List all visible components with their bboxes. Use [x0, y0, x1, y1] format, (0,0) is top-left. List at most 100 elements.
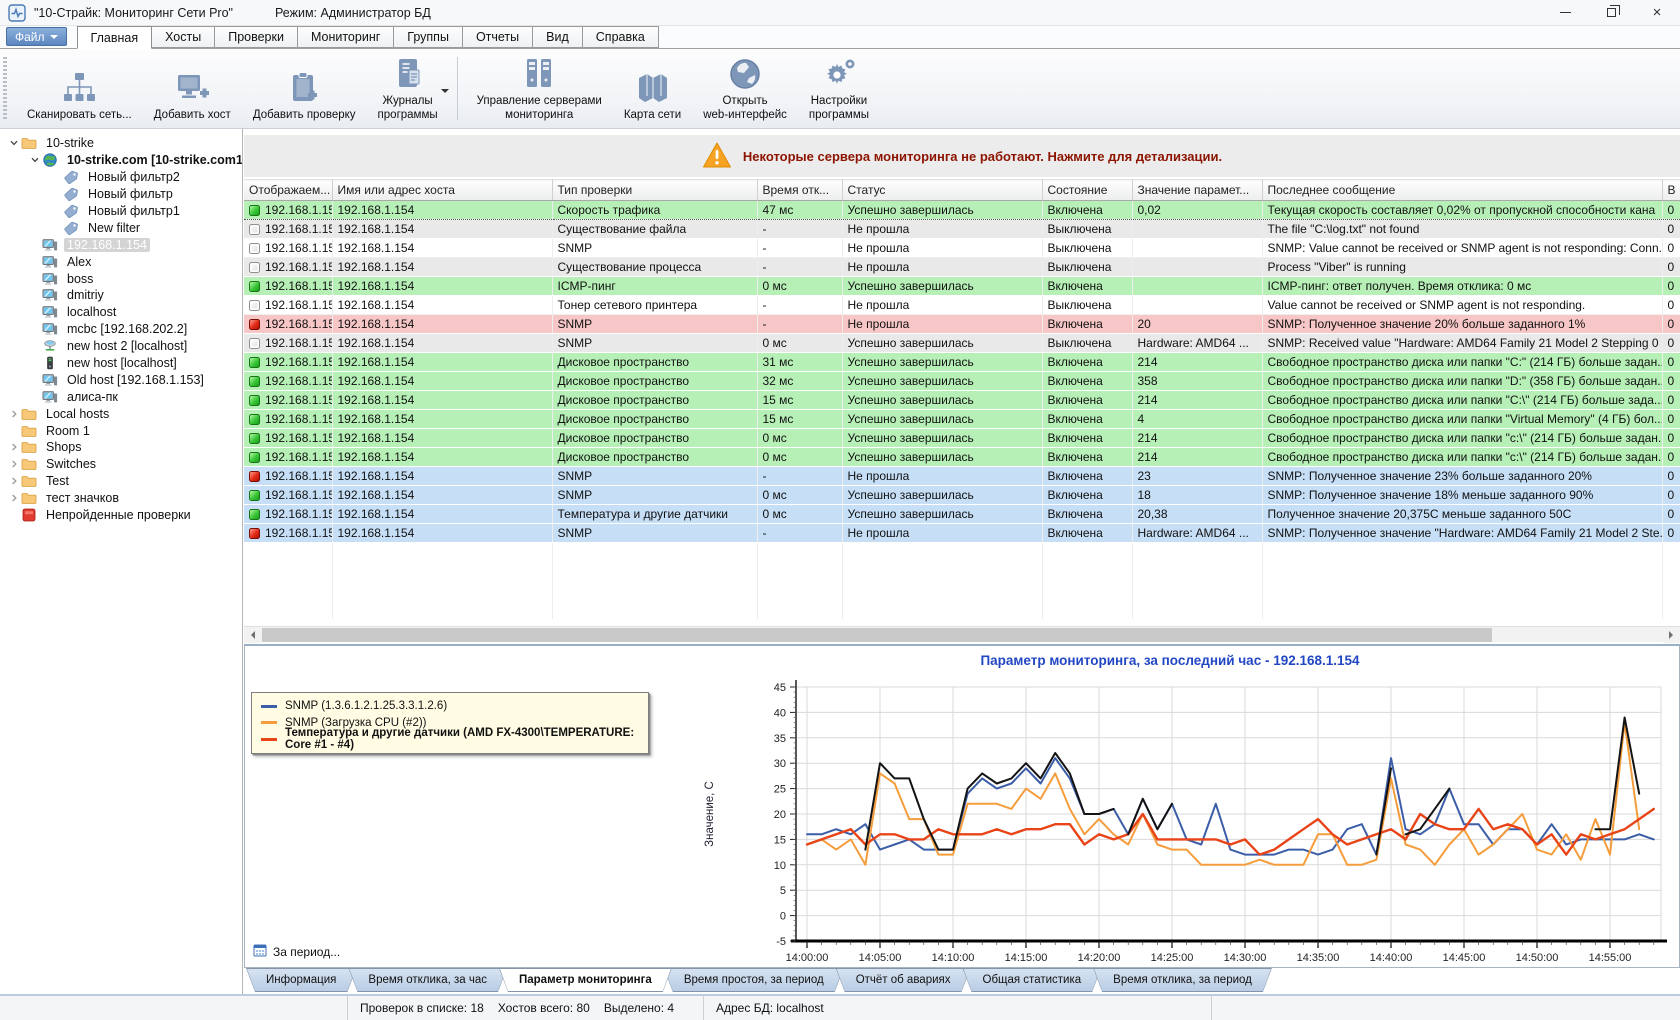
scrollbar-thumb[interactable] — [262, 628, 1492, 642]
tree-item-dmitriy[interactable]: dmitriy — [0, 287, 242, 304]
table-row[interactable]: 192.168.1.154192.168.1.154Существование … — [244, 220, 1680, 239]
table-row[interactable]: 192.168.1.154192.168.1.154SNMP-Не прошла… — [244, 524, 1680, 543]
column-header-Время отк...[interactable]: Время отк... — [757, 180, 842, 201]
table-row[interactable]: 192.168.1.154192.168.1.154ICMP-пинг0 мсУ… — [244, 277, 1680, 296]
maximize-button[interactable] — [1588, 0, 1634, 25]
tree-item-192.168.1.154[interactable]: 192.168.1.154 — [0, 236, 242, 253]
chevron-right-icon[interactable] — [6, 476, 21, 486]
bottom-tab-Общая статистика[interactable]: Общая статистика — [963, 968, 1102, 992]
table-row[interactable]: 192.168.1.154192.168.1.154Дисковое прост… — [244, 353, 1680, 372]
bottom-tab-Время простоя, за период[interactable]: Время простоя, за период — [664, 968, 844, 992]
check-status-red-icon — [249, 471, 260, 482]
toolbar-button-settings[interactable]: Настройки программы — [798, 49, 880, 128]
toolbar-button-program-logs[interactable]: Журналы программы — [367, 49, 449, 128]
column-header-Имя или адрес хоста[interactable]: Имя или адрес хоста — [332, 180, 552, 201]
scroll-left-arrow[interactable] — [244, 627, 261, 643]
tree-item-Новый-фильтр2[interactable]: Новый фильтр2 — [0, 169, 242, 186]
column-header-Состояние[interactable]: Состояние — [1042, 180, 1132, 201]
chevron-right-icon[interactable] — [6, 493, 21, 503]
period-link[interactable]: За период... — [253, 943, 340, 960]
menu-tab-Мониторинг[interactable]: Мониторинг — [297, 26, 394, 48]
chevron-right-icon[interactable] — [6, 459, 21, 469]
table-row[interactable]: 192.168.1.154192.168.1.154Дисковое прост… — [244, 448, 1680, 467]
toolbar-button-add-check[interactable]: Добавить проверку — [242, 49, 367, 128]
tree-item-Новый-фильтр1[interactable]: Новый фильтр1 — [0, 203, 242, 220]
chevron-down-icon[interactable] — [6, 138, 21, 148]
tree-item-Новый-фильтр[interactable]: Новый фильтр — [0, 186, 242, 203]
tree-item-label: Новый фильтр2 — [85, 170, 183, 184]
tree-item-mcbc-192.168.202.2-[interactable]: mcbc [192.168.202.2] — [0, 321, 242, 338]
monitoring-alert-banner[interactable]: Некоторые сервера мониторинга не работаю… — [244, 135, 1680, 177]
chevron-right-icon[interactable] — [6, 409, 21, 419]
table-row[interactable]: 192.168.1.154192.168.1.154Скорость трафи… — [244, 201, 1680, 220]
bottom-tab-Информация[interactable]: Информация — [246, 968, 356, 992]
bottom-tab-Отчёт об авариях[interactable]: Отчёт об авариях — [836, 968, 971, 992]
bottom-tab-Параметр мониторинга[interactable]: Параметр мониторинга — [499, 968, 672, 992]
check-status-green-icon — [249, 205, 260, 216]
tree-item-Local-hosts[interactable]: Local hosts — [0, 405, 242, 422]
tree-item-Room-1[interactable]: Room 1 — [0, 422, 242, 439]
tree-item-10-strike.com-10-strike.com1-[interactable]: 10-strike.com [10-strike.com1] — [0, 152, 242, 169]
table-row[interactable]: 192.168.1.154192.168.1.154SNMP-Не прошла… — [244, 467, 1680, 486]
tree-item-boss[interactable]: boss — [0, 270, 242, 287]
minimize-button[interactable] — [1542, 0, 1588, 25]
toolbar-button-network-map[interactable]: Карта сети — [613, 49, 692, 128]
column-header-Значение парамет...[interactable]: Значение парамет... — [1132, 180, 1262, 201]
column-header-Последнее сообщение[interactable]: Последнее сообщение — [1262, 180, 1662, 201]
table-row[interactable]: 192.168.1.154192.168.1.154Дисковое прост… — [244, 391, 1680, 410]
table-row[interactable]: 192.168.1.154192.168.1.154Дисковое прост… — [244, 429, 1680, 448]
menu-tab-Справка[interactable]: Справка — [582, 26, 659, 48]
column-header-Статус[interactable]: Статус — [842, 180, 1042, 201]
toolbar-button-scan-network[interactable]: Сканировать сеть... — [16, 49, 143, 128]
column-header-Отображаем...[interactable]: Отображаем... — [244, 180, 332, 201]
menu-tab-Главная[interactable]: Главная — [77, 26, 153, 49]
menu-tab-Группы[interactable]: Группы — [393, 26, 463, 48]
chevron-right-icon[interactable] — [6, 442, 21, 452]
tree-item-алиса-пк[interactable]: алиса-пк — [0, 388, 242, 405]
tree-item-Test[interactable]: Test — [0, 473, 242, 490]
menu-tab-Хосты[interactable]: Хосты — [151, 26, 215, 48]
file-menu-button[interactable]: Файл — [6, 27, 67, 46]
tree-item-new-host-localhost-[interactable]: new host [localhost] — [0, 355, 242, 372]
column-header-Тип проверки[interactable]: Тип проверки — [552, 180, 757, 201]
table-row[interactable]: 192.168.1.154192.168.1.154Дисковое прост… — [244, 410, 1680, 429]
tree-item-localhost[interactable]: localhost — [0, 304, 242, 321]
chevron-down-icon[interactable] — [27, 155, 42, 165]
table-row[interactable]: 192.168.1.154192.168.1.154Дисковое прост… — [244, 372, 1680, 391]
toolbar-button-add-host[interactable]: Добавить хост — [143, 49, 242, 128]
tree-item-Непройденные-проверки[interactable]: Непройденные проверки — [0, 507, 242, 524]
tree-item-10-strike[interactable]: 10-strike — [0, 135, 242, 152]
toolbar-button-open-web[interactable]: Открыть web-интерфейс — [692, 49, 798, 128]
table-row[interactable]: 192.168.1.154192.168.1.154SNMP0 мсУспешн… — [244, 486, 1680, 505]
svg-text:0: 0 — [780, 911, 786, 923]
toolbar-grip[interactable] — [3, 57, 7, 120]
scroll-right-arrow[interactable] — [1663, 627, 1680, 643]
tree-item-Shops[interactable]: Shops — [0, 439, 242, 456]
close-button[interactable]: × — [1634, 0, 1680, 25]
column-header-В[interactable]: В — [1662, 180, 1680, 201]
menu-tab-Проверки[interactable]: Проверки — [214, 26, 298, 48]
table-row[interactable]: 192.168.1.154192.168.1.154Существование … — [244, 258, 1680, 277]
svg-text:14:40:00: 14:40:00 — [1370, 952, 1413, 964]
menu-tab-Отчеты[interactable]: Отчеты — [462, 26, 533, 48]
table-horizontal-scrollbar[interactable] — [244, 626, 1680, 642]
table-row[interactable]: 192.168.1.154192.168.1.154SNMP-Не прошла… — [244, 239, 1680, 258]
table-row[interactable]: 192.168.1.154192.168.1.154SNMP0 мсУспешн… — [244, 334, 1680, 353]
tree-item-Old-host-192.168.1.153-[interactable]: Old host [192.168.1.153] — [0, 371, 242, 388]
table-row[interactable]: 192.168.1.154192.168.1.154SNMP-Не прошла… — [244, 315, 1680, 334]
bottom-tab-Время отклика, за период[interactable]: Время отклика, за период — [1093, 968, 1272, 992]
menu-tab-Вид[interactable]: Вид — [532, 26, 583, 48]
chevron-down-icon[interactable] — [441, 89, 449, 97]
table-row[interactable]: 192.168.1.154192.168.1.154Тонер сетевого… — [244, 296, 1680, 315]
tree-item-New-filter[interactable]: New filter — [0, 219, 242, 236]
table-row[interactable]: 192.168.1.154192.168.1.154Температура и … — [244, 505, 1680, 524]
bottom-tab-Время отклика, за час[interactable]: Время отклика, за час — [348, 968, 507, 992]
cell-display: 192.168.1.154 — [244, 334, 332, 353]
toolbar-button-manage-servers[interactable]: Управление серверами мониторинга — [466, 49, 613, 128]
tree-item-Alex[interactable]: Alex — [0, 253, 242, 270]
tree-item-Switches[interactable]: Switches — [0, 456, 242, 473]
tree-item-тест-значков[interactable]: тест значков — [0, 490, 242, 507]
svg-text:20: 20 — [774, 809, 786, 821]
alert-text: Некоторые сервера мониторинга не работаю… — [743, 149, 1222, 164]
tree-item-new-host-2-localhost-[interactable]: new host 2 [localhost] — [0, 338, 242, 355]
